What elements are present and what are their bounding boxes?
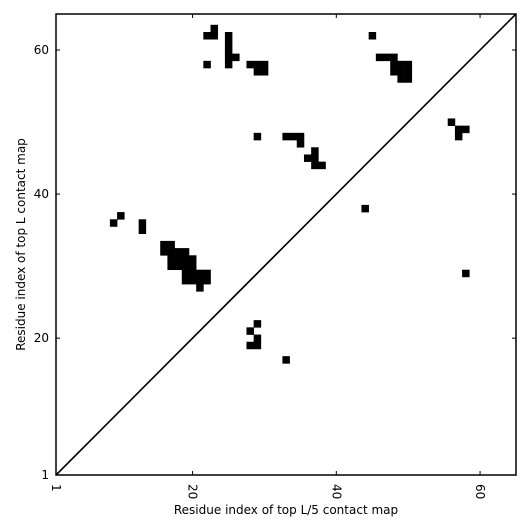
contact-cell	[224, 60, 233, 69]
contact-cell	[404, 75, 413, 83]
contact-cell	[318, 161, 326, 170]
contact-cell	[174, 248, 183, 256]
contact-cell	[282, 356, 290, 364]
contact-cell	[174, 255, 183, 263]
contact-cell	[390, 53, 398, 62]
x-tick-label: 20	[186, 484, 200, 499]
y-tick-label: 20	[34, 331, 49, 345]
contact-cell	[181, 255, 190, 263]
contact-cell	[361, 204, 369, 213]
contact-cell	[224, 32, 233, 40]
contact-cell	[390, 68, 398, 76]
contact-cell	[246, 327, 254, 335]
contact-cell	[167, 248, 175, 256]
contact-cell	[253, 68, 262, 76]
contact-cell	[368, 32, 377, 40]
contact-cell	[447, 118, 456, 126]
contact-cell	[181, 269, 190, 278]
contact-cell	[404, 68, 413, 76]
contact-cell	[167, 255, 175, 263]
contact-cell	[181, 276, 190, 285]
contact-cell	[224, 39, 233, 47]
contact-cell	[253, 132, 262, 141]
contact-cell	[397, 75, 405, 83]
contact-cell	[196, 269, 204, 278]
contact-cell	[188, 276, 197, 285]
contact-cell	[188, 269, 197, 278]
contact-cell	[188, 255, 197, 263]
contact-cell	[397, 60, 405, 69]
x-tick-label: 40	[329, 484, 343, 499]
contact-cell	[188, 262, 197, 271]
contact-cell	[203, 269, 211, 278]
contact-cell	[246, 341, 254, 350]
contact-cell	[138, 219, 147, 227]
contact-cell	[397, 68, 405, 76]
plot-frame	[55, 13, 517, 476]
contact-cell	[311, 161, 319, 170]
contact-cell	[109, 219, 118, 227]
contact-cell	[174, 262, 183, 271]
contact-cell	[253, 320, 262, 328]
contact-cell	[196, 284, 204, 292]
contact-cell	[203, 60, 211, 69]
contact-cell	[246, 60, 254, 69]
contact-cell	[375, 53, 384, 62]
contact-cell	[167, 240, 175, 249]
x-tick-labels: 1 20 40 60	[49, 484, 487, 499]
contact-cell	[117, 212, 125, 220]
y-tick-label: 60	[34, 43, 49, 57]
contact-cell	[181, 262, 190, 271]
contact-cell	[462, 125, 470, 134]
contact-cell	[383, 53, 391, 62]
contact-cell	[232, 53, 240, 62]
contact-cell	[203, 32, 211, 40]
contact-cell	[282, 132, 290, 141]
contact-cell	[454, 125, 463, 134]
contact-cell	[260, 68, 269, 76]
contact-cell	[196, 276, 204, 285]
y-axis-label: Residue index of top L contact map	[14, 138, 28, 351]
contact-cell	[311, 147, 319, 155]
y-tick-label: 1	[41, 468, 49, 482]
contact-cell	[253, 341, 262, 350]
contact-cell	[160, 248, 168, 256]
contact-cell	[167, 262, 175, 271]
contact-cell	[203, 276, 211, 285]
diagonal-line	[55, 13, 517, 476]
contact-cell	[253, 60, 262, 69]
contact-cell	[210, 32, 219, 40]
contact-cell	[260, 60, 269, 69]
contact-cell	[311, 154, 319, 162]
x-tick-label: 60	[473, 484, 487, 499]
contact-cell	[462, 269, 470, 278]
contact-cell	[181, 248, 190, 256]
contact-cell	[253, 334, 262, 343]
contact-cell	[224, 53, 233, 62]
contact-cells	[109, 24, 470, 364]
x-tick-label: 1	[49, 484, 63, 492]
contact-cell	[303, 154, 312, 162]
contact-cell	[296, 132, 305, 141]
contact-cell	[224, 46, 233, 54]
contact-cell	[390, 60, 398, 69]
contact-cell	[289, 132, 298, 141]
x-axis-label: Residue index of top L/5 contact map	[174, 503, 398, 517]
contact-cell	[404, 60, 413, 69]
contact-cell	[160, 240, 168, 249]
contact-cell	[454, 132, 463, 141]
contact-cell	[138, 226, 147, 234]
contact-cell	[210, 24, 219, 33]
contact-cell	[296, 140, 305, 148]
y-tick-labels: 1 20 40 60	[34, 43, 49, 482]
y-tick-label: 40	[34, 187, 49, 201]
